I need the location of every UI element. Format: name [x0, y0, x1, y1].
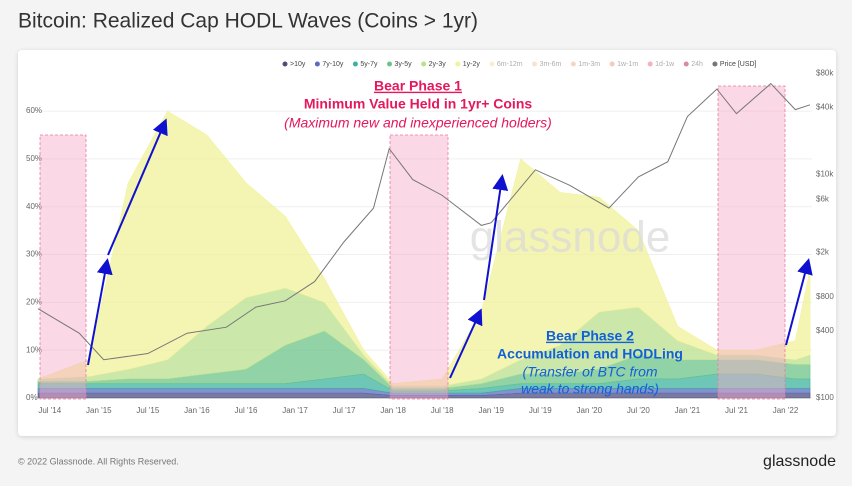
annotation: weak to strong hands): [521, 381, 659, 397]
annotation: Accumulation and HODLing: [497, 346, 683, 362]
legend-label: 6m-12m: [497, 61, 523, 68]
annotation: Minimum Value Held in 1yr+ Coins: [304, 96, 533, 112]
y-tick-label: 40%: [26, 202, 42, 211]
y-tick-label: 30%: [26, 250, 42, 259]
legend-swatch: [647, 61, 653, 67]
legend-label: Price [USD]: [720, 61, 757, 68]
footer: © 2022 Glassnode. All Rights Reserved.: [18, 456, 179, 466]
legend-label: 2y-3y: [429, 61, 447, 68]
x-tick-label: Jul '19: [529, 406, 552, 415]
legend-swatch: [421, 61, 427, 67]
y2-tick-label: $800: [816, 292, 834, 301]
bear-phase-box: [717, 85, 786, 400]
chart-title: Bitcoin: Realized Cap HODL Waves (Coins …: [18, 10, 478, 33]
y-tick-label: 50%: [26, 154, 42, 163]
legend-swatch: [609, 61, 615, 67]
y2-tick-label: $2k: [816, 248, 830, 257]
legend-swatch: [282, 61, 288, 67]
x-tick-label: Jan '18: [380, 406, 406, 415]
annotations: Bear Phase 1 Minimum Value Held in 1yr+ …: [284, 78, 683, 397]
legend-label: 3y-5y: [395, 61, 413, 68]
bear-phase-box: [39, 134, 87, 400]
y-tick-label: 20%: [26, 297, 42, 306]
arrow: [107, 118, 168, 256]
legend-swatch: [489, 61, 495, 67]
overlay: [37, 82, 811, 361]
x-tick-label: Jul '16: [235, 406, 258, 415]
plot-area: 0% 10% 20% 30% 40% 50% 60% $100 $400 $800 $2k $6k $1…: [26, 69, 834, 415]
x-tick-label: Jan '20: [577, 406, 603, 415]
legend-label: 1y-2y: [463, 61, 481, 68]
price-line: [37, 82, 811, 361]
x-tick-label: Jul '20: [627, 406, 650, 415]
y-tick-label: 0%: [26, 393, 38, 402]
x-tick-label: Jul '21: [725, 406, 748, 415]
legend-swatch: [387, 61, 393, 67]
y-tick-label: 10%: [26, 345, 42, 354]
annotation: Bear Phase 2: [546, 328, 634, 344]
x-tick-label: Jul '14: [38, 406, 61, 415]
x-tick-label: Jul '18: [431, 406, 454, 415]
legend-swatch: [455, 61, 461, 67]
x-tick-label: Jan '17: [282, 406, 308, 415]
y2-tick-label: $100: [816, 393, 834, 402]
legend-swatch: [352, 61, 358, 67]
y2-tick-label: $6k: [816, 194, 830, 203]
x-tick-label: Jul '15: [136, 406, 159, 415]
x-tick-label: Jan '16: [184, 406, 210, 415]
legend-label: 1m-3m: [578, 61, 600, 68]
annotation: Bear Phase 1: [374, 78, 462, 94]
legend-label: 5y-7y: [360, 61, 378, 68]
y2-tick-label: $10k: [816, 170, 834, 179]
x-tick-label: Jan '19: [478, 406, 504, 415]
legend-swatch: [532, 61, 538, 67]
legend-label: 7y-10y: [322, 61, 344, 68]
x-tick-label: Jan '21: [675, 406, 701, 415]
x-tick-label: Jan '15: [86, 406, 112, 415]
y2-tick-label: $400: [816, 326, 834, 335]
y-tick-label: 60%: [26, 106, 42, 115]
annotation: (Transfer of BTC from: [522, 364, 657, 380]
legend-label: 24h: [691, 61, 703, 68]
watermark: glassnode: [470, 213, 671, 262]
y2-tick-label: $40k: [816, 102, 834, 111]
arrows: [87, 118, 813, 379]
arrow: [449, 308, 483, 379]
y2-tick-label: $80k: [816, 69, 834, 78]
x-tick-label: Jul '17: [333, 406, 356, 415]
legend-label: 1d-1w: [655, 61, 675, 68]
legend-swatch: [683, 61, 689, 67]
legend-label: 1w-1m: [617, 61, 638, 68]
bear-phase-box: [389, 134, 449, 400]
legend-swatch: [570, 61, 576, 67]
legend: >10y 7y-10y 5y-7y 3y-5y 2y-3y 1y-2y 6m-12m 3m-6…: [282, 61, 757, 68]
brand-logo: glassnode: [763, 453, 836, 470]
legend-label: >10y: [290, 61, 306, 68]
arrow: [483, 174, 509, 301]
legend-swatch: [712, 61, 718, 67]
legend-label: 3m-6m: [540, 61, 562, 68]
annotation: (Maximum new and inexperienced holders): [284, 115, 552, 131]
arrow: [87, 258, 113, 366]
legend-swatch: [314, 61, 320, 67]
x-tick-label: Jan '22: [773, 406, 799, 415]
area-band: [37, 110, 811, 387]
arrow: [785, 258, 813, 346]
bear-phase-shading: [39, 85, 786, 400]
